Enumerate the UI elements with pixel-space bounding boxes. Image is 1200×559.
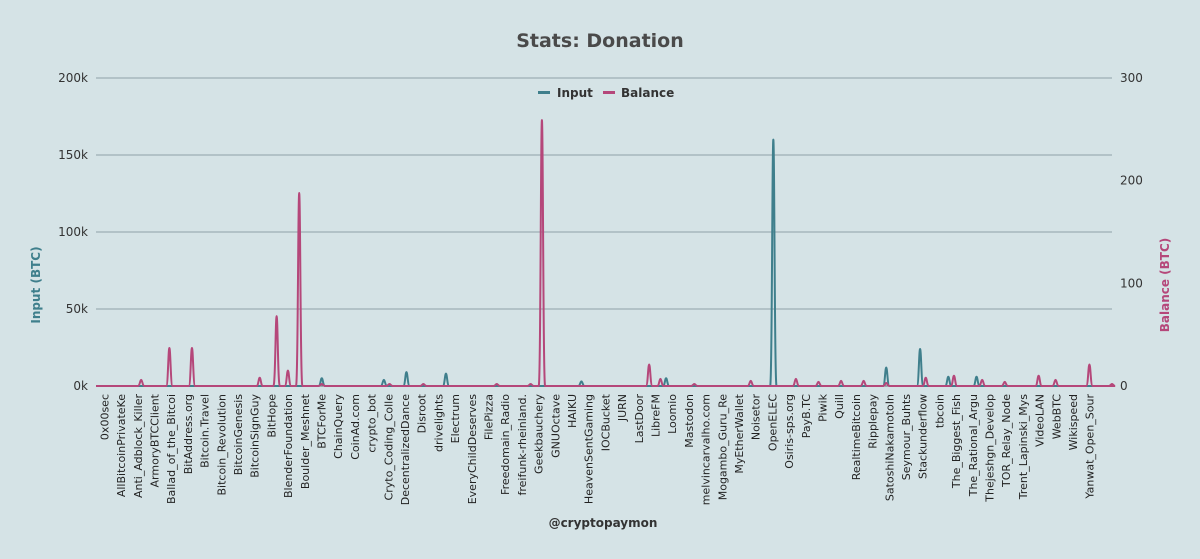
x-tick-label: Bitcoin_Revolution: [215, 394, 228, 496]
x-tick-label: freifunk-rheinland.: [516, 394, 529, 495]
x-tick-label: drivelights: [432, 394, 445, 452]
x-tick-label: Cryto_Coding_Colle: [382, 394, 395, 501]
x-tick-label: Stackunderflow: [917, 394, 930, 479]
grid: [96, 77, 1112, 387]
y-right-ticks: 0 100 200 300: [1120, 71, 1143, 393]
legend-item-balance[interactable]: Balance: [603, 86, 674, 100]
x-tick-label: BTCForMe: [315, 394, 328, 449]
x-tick-label: IOCBucket: [599, 393, 612, 451]
x-tick-label: tbcoin: [933, 394, 946, 428]
x-tick-label: BlenderFoundation: [282, 394, 295, 498]
x-tick-label: crypto_bot: [366, 393, 379, 452]
x-tick-label: Wikispeed: [1067, 394, 1080, 450]
x-tick-label: The_Biggest_Fish: [950, 394, 963, 489]
x-tick-label: AllBitcoinPrivateKe: [115, 394, 128, 497]
x-tick-label: 0x00sec: [98, 394, 111, 440]
x-tick-label: Seymour_Buhts: [900, 394, 913, 481]
y-left-tick-label: 0k: [73, 379, 88, 393]
y-left-tick-label: 200k: [58, 71, 88, 85]
x-tick-label: melvincarvalho.com: [700, 394, 713, 505]
x-tick-label: ArmoryBTCClient: [148, 393, 161, 487]
x-tick-label: OpenELEC: [766, 394, 779, 451]
x-tick-label: SatoshiNakamotoIn: [883, 394, 896, 501]
x-tick-label: PayB.TC: [800, 394, 813, 439]
y-right-tick-label: 200: [1120, 174, 1143, 188]
x-tick-label: BitHope: [265, 394, 278, 438]
x-tick-label: DecentralizedDance: [399, 394, 412, 505]
x-tick-label: Bitcoin.Travel: [199, 394, 212, 468]
x-tick-label: BitAddress.org: [182, 394, 195, 474]
y-left-tick-label: 100k: [58, 225, 88, 239]
x-tick-label: The_Rational_Argu: [967, 394, 980, 497]
legend-swatch-input: [538, 91, 550, 94]
legend-swatch-balance: [603, 91, 615, 94]
x-tick-label: FilePizza: [482, 394, 495, 440]
x-tick-label: Boulder_Meshnet: [299, 393, 312, 489]
x-tick-label: Osiris-sps.org: [783, 394, 796, 469]
legend-label-input: Input: [557, 86, 593, 100]
x-tick-label: HeavenSentGaming: [583, 394, 596, 504]
x-tick-label: Geekbauchery: [533, 394, 546, 474]
legend-label-balance: Balance: [621, 86, 674, 100]
legend: Input Balance: [538, 86, 674, 100]
y-right-tick-label: 100: [1120, 276, 1143, 290]
x-tick-label: Yanwat_Open_Sour: [1084, 394, 1097, 500]
x-tick-label: Ballad_of_the_Bitcoi: [165, 394, 178, 504]
x-tick-label: Mogambo_Guru_Re: [716, 394, 729, 501]
y-left-ticks: 0k 50k 100k 150k 200k: [58, 71, 88, 393]
x-tick-label: Ripplepay: [867, 394, 880, 449]
y-right-tick-label: 0: [1120, 379, 1128, 393]
x-tick-label: Disroot: [416, 393, 429, 433]
x-tick-label: LastDoor: [633, 394, 646, 444]
x-tick-label: HAIKU: [566, 394, 579, 428]
y-right-tick-label: 300: [1120, 71, 1143, 85]
x-tick-label: EveryChildDeserves: [466, 394, 479, 505]
x-tick-label: LibreFM: [649, 394, 662, 437]
x-tick-label: RealtimeBitcoin: [850, 394, 863, 480]
y-left-tick-label: 50k: [66, 302, 88, 316]
chart-credit: @cryptopaymon: [549, 516, 658, 530]
x-tick-label: Anti_Adblock_Killer: [132, 394, 145, 499]
x-tick-label: Trent_Lapinski_Mys: [1017, 394, 1030, 500]
x-tick-label: TOR_Relay_Node: [1000, 394, 1013, 488]
x-tick-label: ChainQuery: [332, 394, 345, 459]
x-tick-label: JURN: [616, 394, 629, 422]
y-right-label: Balance (BTC): [1158, 238, 1172, 333]
x-tick-label: Loomio: [666, 394, 679, 434]
x-tick-label: Mastodon: [683, 394, 696, 448]
y-left-tick-label: 150k: [58, 148, 88, 162]
legend-item-input[interactable]: Input: [538, 86, 593, 100]
x-tick-label: GNUOctave: [549, 394, 562, 458]
x-tick-label: MyEtherWallet: [733, 393, 746, 473]
chart-title: Stats: Donation: [516, 30, 684, 52]
y-left-label: Input (BTC): [29, 246, 43, 323]
x-tick-label: Noisetor: [750, 394, 763, 441]
x-tick-label: Piwik: [816, 393, 829, 422]
x-tick-label: Quill: [833, 394, 846, 419]
series-line-balance: [96, 119, 1116, 387]
x-ticks: 0x00sec AllBitcoinPrivateKe Anti_Adblock_K…: [98, 393, 1096, 505]
x-tick-label: Freedomain_Radio: [499, 394, 512, 495]
x-tick-label: CoinAd.com: [349, 394, 362, 460]
x-tick-label: BitcoinSignGuy: [249, 394, 262, 478]
x-tick-label: BitcoinGenesis: [232, 394, 245, 476]
x-tick-label: Electrum: [449, 394, 462, 443]
x-tick-label: WebBTC: [1050, 394, 1063, 440]
x-tick-label: Thejeshgn_Develop: [983, 394, 996, 503]
x-tick-label: VideoLAN: [1034, 394, 1047, 447]
series-lines: [96, 119, 1116, 387]
series-line-input: [96, 138, 1098, 387]
